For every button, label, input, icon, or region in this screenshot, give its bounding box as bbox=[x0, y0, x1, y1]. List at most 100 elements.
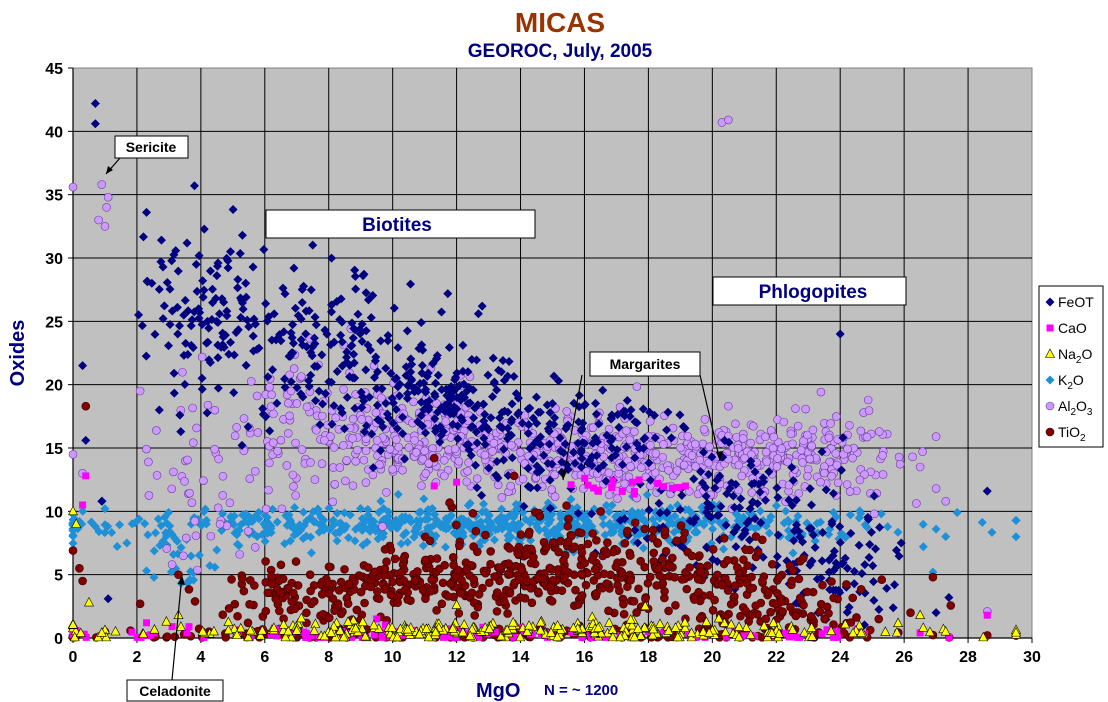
point-k2o bbox=[423, 509, 433, 519]
point-al2o3 bbox=[214, 454, 223, 464]
point-na2o bbox=[632, 623, 643, 633]
point-k2o bbox=[941, 532, 951, 542]
point-feot bbox=[212, 271, 222, 281]
point-na2o bbox=[891, 626, 902, 637]
point-al2o3 bbox=[620, 479, 629, 489]
point-al2o3 bbox=[912, 499, 921, 508]
point-feot bbox=[549, 419, 559, 429]
point-na2o bbox=[807, 631, 818, 641]
point-feot bbox=[806, 500, 816, 510]
point-na2o bbox=[223, 624, 234, 635]
point-al2o3 bbox=[864, 406, 874, 415]
y-tick-label: 45 bbox=[45, 61, 63, 78]
point-feot bbox=[761, 495, 771, 505]
point-tio2 bbox=[614, 586, 624, 596]
point-feot bbox=[550, 413, 560, 423]
point-tio2 bbox=[764, 588, 773, 597]
point-na2o bbox=[726, 618, 737, 629]
point-feot bbox=[218, 328, 228, 338]
point-feot bbox=[388, 398, 398, 408]
point-feot bbox=[685, 516, 695, 526]
point-al2o3 bbox=[378, 522, 387, 531]
point-na2o bbox=[701, 616, 712, 626]
point-al2o3 bbox=[805, 454, 815, 464]
point-feot bbox=[317, 350, 327, 360]
point-tio2 bbox=[815, 607, 825, 616]
point-al2o3 bbox=[392, 435, 401, 444]
point-tio2 bbox=[708, 606, 718, 615]
point-feot bbox=[621, 442, 631, 452]
point-k2o bbox=[268, 504, 278, 514]
point-al2o3 bbox=[306, 458, 315, 467]
point-feot bbox=[244, 322, 254, 332]
point-k2o bbox=[78, 506, 88, 516]
point-feot bbox=[536, 432, 546, 442]
point-k2o bbox=[409, 532, 419, 542]
point-tio2 bbox=[427, 575, 437, 585]
point-k2o bbox=[384, 507, 394, 517]
point-cao bbox=[168, 623, 176, 631]
point-al2o3 bbox=[793, 421, 803, 431]
point-feot bbox=[450, 375, 460, 385]
point-tio2 bbox=[549, 538, 558, 547]
point-cao bbox=[590, 484, 598, 492]
point-feot bbox=[737, 532, 747, 542]
point-feot bbox=[579, 401, 589, 411]
point-tio2 bbox=[267, 571, 276, 581]
point-na2o bbox=[568, 622, 579, 632]
point-na2o bbox=[357, 623, 368, 633]
point-feot bbox=[677, 490, 687, 500]
point-feot bbox=[422, 371, 432, 381]
point-tio2 bbox=[877, 575, 887, 585]
point-na2o bbox=[283, 625, 294, 636]
point-al2o3 bbox=[368, 470, 378, 480]
point-k2o bbox=[392, 523, 402, 533]
point-na2o bbox=[68, 619, 78, 629]
point-feot bbox=[489, 378, 499, 388]
point-na2o bbox=[924, 626, 935, 636]
point-tio2 bbox=[767, 559, 777, 569]
point-feot bbox=[353, 309, 363, 319]
point-na2o bbox=[704, 627, 715, 637]
point-feot bbox=[601, 476, 611, 486]
point-feot bbox=[386, 368, 396, 378]
point-feot bbox=[297, 297, 307, 307]
point-tio2 bbox=[233, 611, 242, 621]
point-na2o bbox=[940, 626, 951, 636]
point-tio2 bbox=[68, 546, 78, 555]
point-k2o bbox=[68, 530, 78, 540]
point-al2o3 bbox=[931, 484, 941, 493]
point-feot bbox=[639, 443, 649, 453]
point-na2o bbox=[535, 624, 546, 635]
point-feot bbox=[735, 503, 745, 513]
point-feot bbox=[222, 306, 232, 316]
point-al2o3 bbox=[253, 428, 263, 437]
point-tio2 bbox=[602, 579, 611, 588]
point-feot bbox=[296, 314, 306, 324]
point-k2o bbox=[690, 527, 700, 537]
point-tio2 bbox=[745, 584, 755, 594]
point-tio2 bbox=[545, 563, 555, 573]
point-al2o3 bbox=[819, 468, 829, 478]
point-feot bbox=[644, 505, 654, 515]
point-feot bbox=[498, 355, 508, 365]
legend-label-subscript: 2 bbox=[1076, 355, 1082, 366]
point-feot bbox=[569, 447, 579, 457]
point-al2o3 bbox=[310, 475, 320, 484]
point-feot bbox=[731, 542, 741, 552]
point-tio2 bbox=[717, 580, 727, 590]
point-feot bbox=[258, 409, 268, 419]
legend-marker-na2o bbox=[1045, 348, 1055, 358]
point-feot bbox=[202, 408, 212, 418]
point-feot bbox=[289, 263, 299, 273]
point-al2o3 bbox=[264, 458, 274, 468]
point-k2o bbox=[793, 511, 803, 521]
legend-label-cao: CaO bbox=[1058, 320, 1087, 336]
point-al2o3 bbox=[94, 215, 103, 225]
point-tio2 bbox=[632, 608, 641, 617]
point-al2o3 bbox=[784, 480, 794, 490]
point-al2o3 bbox=[269, 409, 278, 419]
point-feot bbox=[361, 288, 371, 298]
point-al2o3 bbox=[351, 456, 360, 466]
